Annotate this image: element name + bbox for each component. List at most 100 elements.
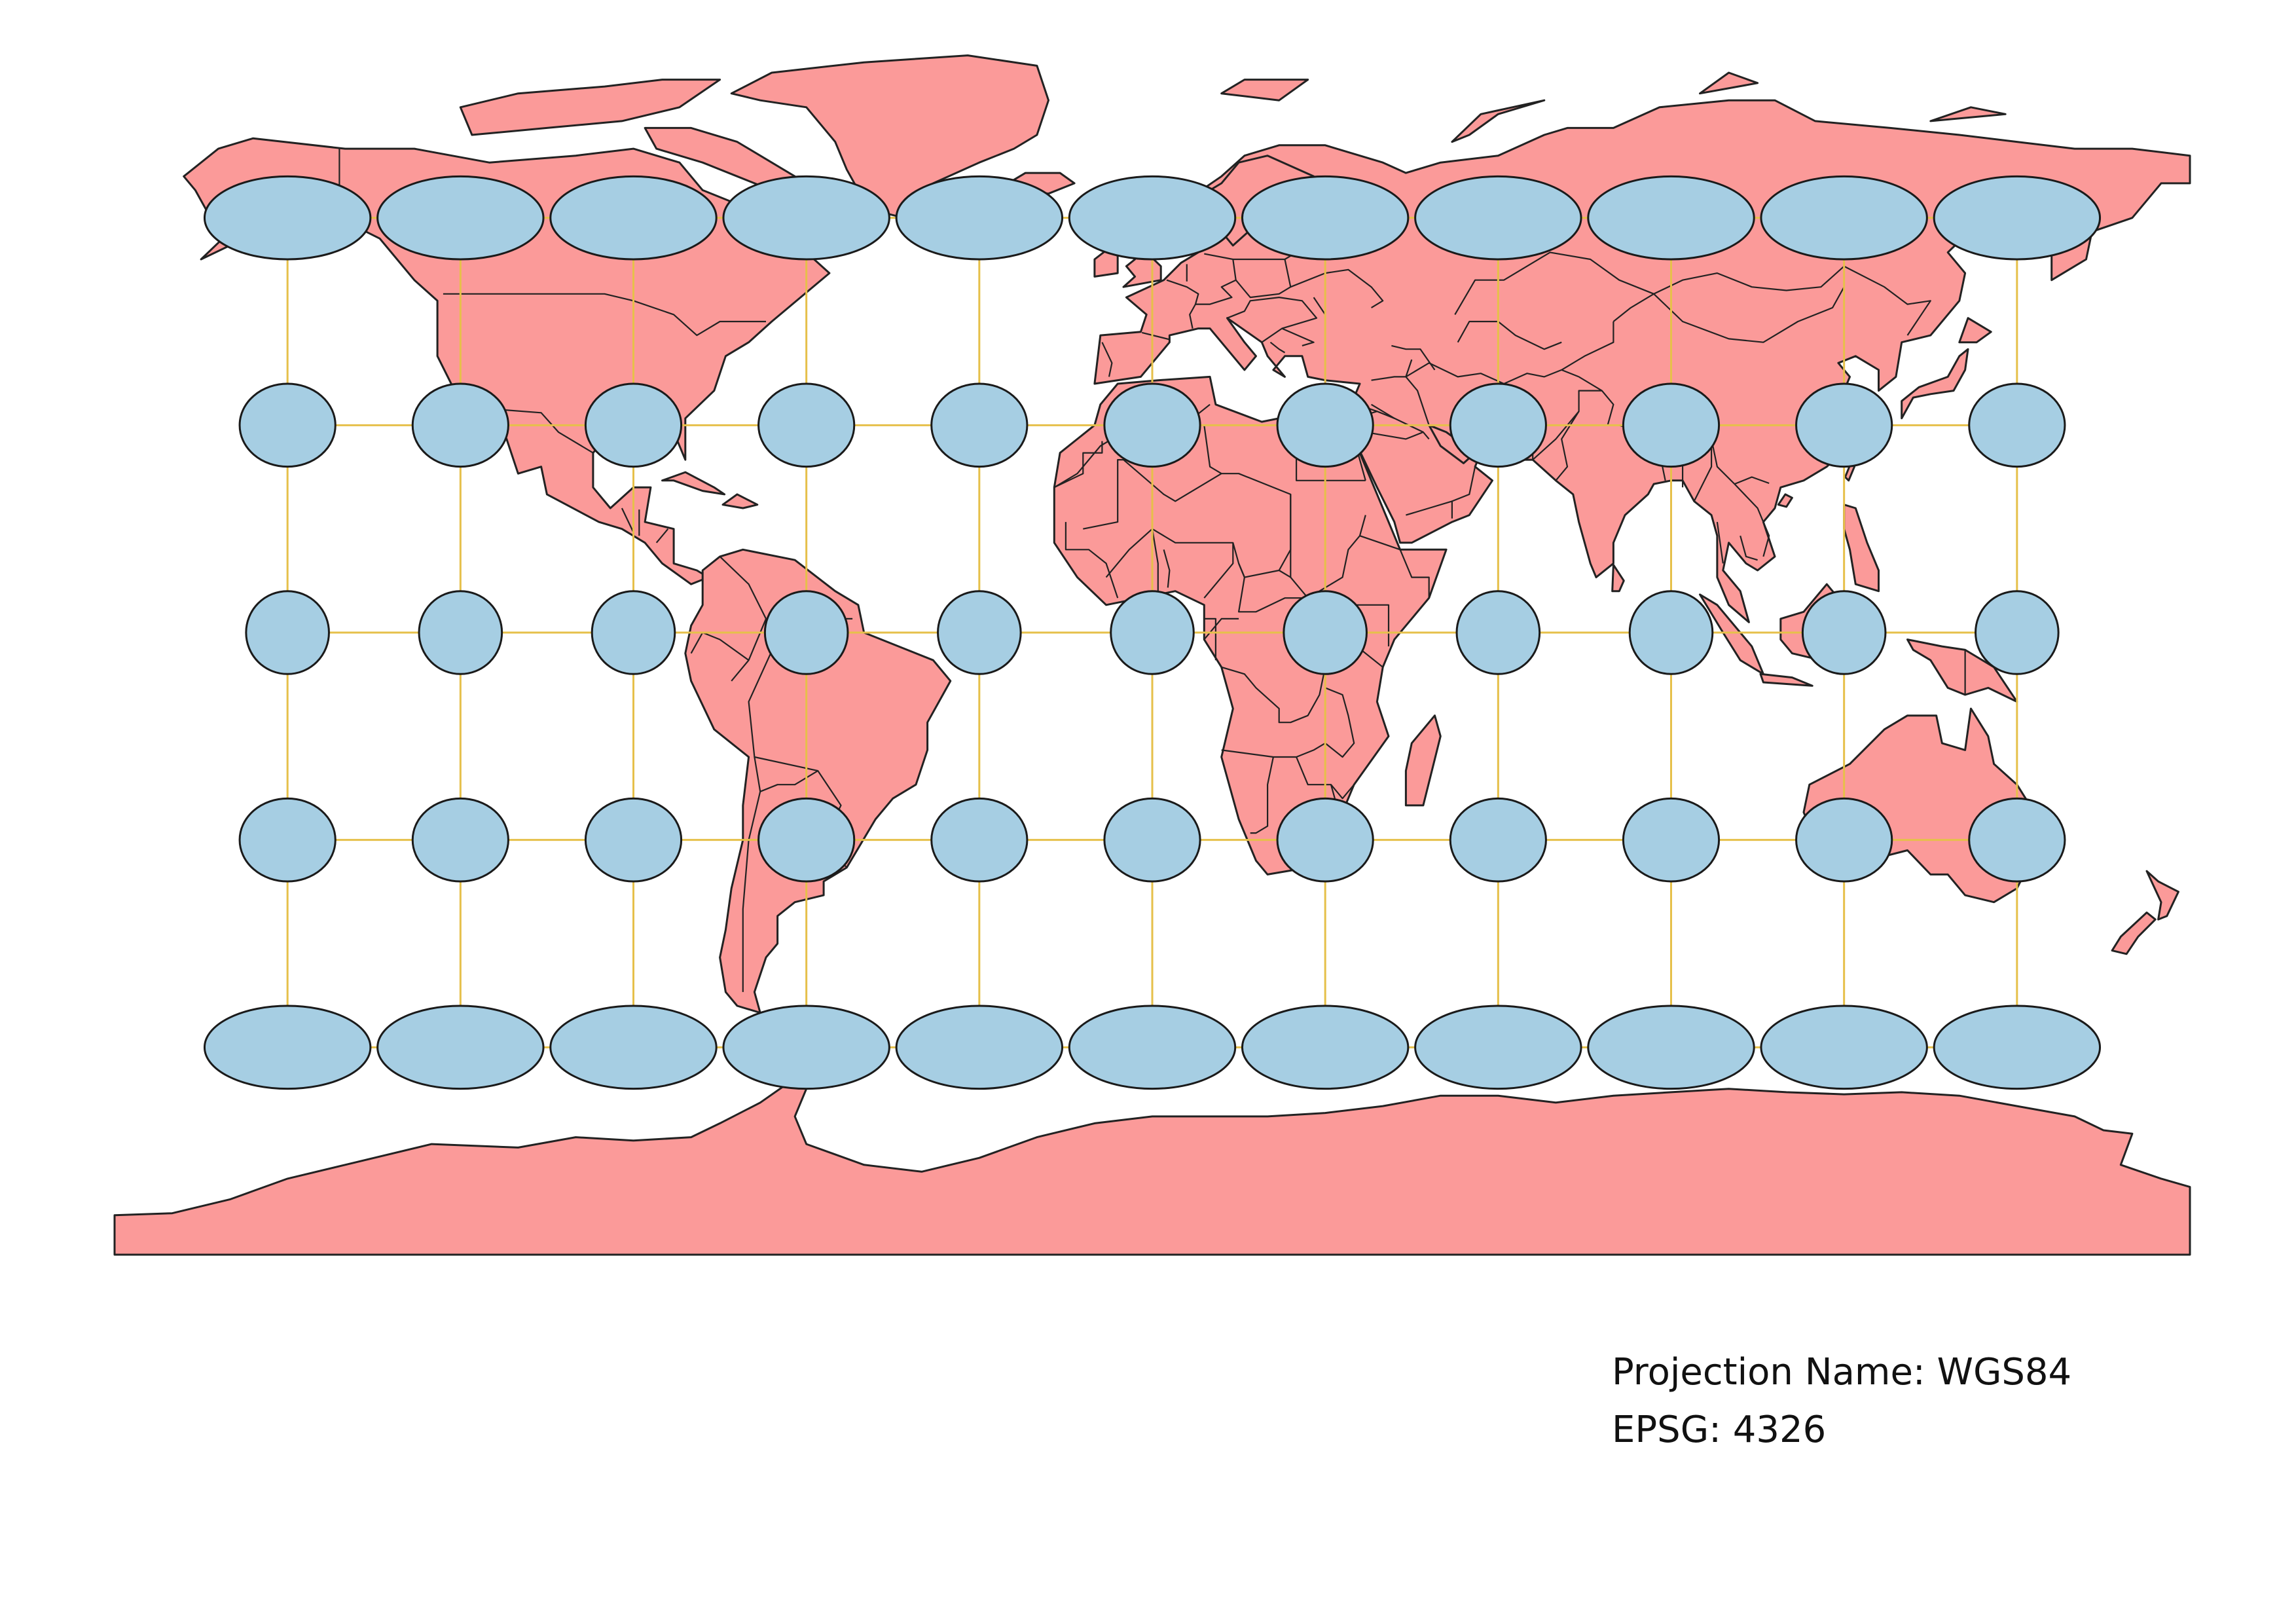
tissot-ellipse <box>376 1005 545 1090</box>
country-border <box>1740 535 1758 561</box>
tissot-ellipse <box>1103 797 1201 883</box>
country-border <box>1371 359 1413 381</box>
tissot-ellipse <box>1103 382 1201 468</box>
tissot-ellipse <box>895 1005 1064 1090</box>
country-border <box>1221 687 1355 758</box>
tissot-layer <box>203 175 2102 1090</box>
land-japan <box>1901 348 1969 420</box>
epsg-line: EPSG: 4326 <box>1612 1401 2071 1459</box>
tissot-ellipse <box>1968 382 2066 468</box>
country-border <box>1716 521 1724 564</box>
tissot-ellipse <box>1975 590 2060 675</box>
tissot-ellipse <box>1283 590 1368 675</box>
country-border <box>1269 341 1286 354</box>
country-border <box>1290 268 1384 308</box>
projection-name-label: Projection Name: <box>1612 1351 1925 1393</box>
land-arctic-islands <box>459 79 721 136</box>
land-new-guinea <box>1906 638 2018 703</box>
land-new-siberian <box>1929 106 2007 122</box>
tissot-ellipse <box>584 797 683 883</box>
country-border <box>1734 483 1770 557</box>
country-border <box>1203 542 1234 599</box>
tissot-ellipse <box>1110 590 1195 675</box>
epsg-value: 4326 <box>1732 1409 1827 1451</box>
country-border <box>443 293 766 337</box>
country-border <box>1101 342 1113 377</box>
country-border <box>1313 297 1326 316</box>
country-border <box>1203 425 1222 475</box>
country-border <box>1250 756 1274 834</box>
tissot-ellipse <box>1795 382 1893 468</box>
country-border <box>1151 528 1159 591</box>
tissot-ellipse <box>1455 590 1541 675</box>
tissot-ellipse <box>757 797 856 883</box>
tissot-ellipse <box>1622 382 1721 468</box>
tissot-ellipse <box>930 797 1029 883</box>
country-border <box>1391 344 1436 371</box>
land-hokkaido <box>1958 317 1992 344</box>
tissot-ellipse <box>1622 797 1721 883</box>
country-border <box>1365 431 1430 440</box>
epsg-label: EPSG: <box>1612 1409 1721 1451</box>
tissot-ellipse <box>937 590 1022 675</box>
tissot-ellipse <box>411 797 509 883</box>
country-border <box>1166 279 1199 329</box>
country-border <box>477 407 594 454</box>
tissot-ellipse <box>763 590 849 675</box>
country-border <box>1083 459 1292 578</box>
country-border <box>1454 251 1654 315</box>
country-border <box>719 556 767 682</box>
tissot-ellipse <box>1933 175 2102 261</box>
land-svalbard <box>1220 79 1309 101</box>
land-hispaniola <box>721 493 759 509</box>
country-border <box>1503 369 1580 385</box>
country-border <box>621 507 634 533</box>
country-border <box>1457 320 1562 350</box>
country-border <box>655 528 669 544</box>
tissot-ellipse <box>203 175 372 261</box>
tissot-ellipse <box>722 175 890 261</box>
land-south-america <box>684 548 952 1014</box>
land-hainan <box>1777 493 1793 508</box>
tissot-ellipse <box>245 590 330 675</box>
country-border <box>690 631 750 661</box>
tissot-ellipse <box>1760 175 1928 261</box>
country-border <box>1281 327 1315 346</box>
tissot-ellipse <box>203 1005 372 1090</box>
land-baffin-island <box>644 126 796 191</box>
country-border <box>1204 618 1216 661</box>
projection-legend: Projection Name: WGS84 EPSG: 4326 <box>1612 1344 2071 1459</box>
tissot-ellipse <box>895 175 1064 261</box>
land-madagascar <box>1404 714 1442 807</box>
tissot-ellipse <box>1449 797 1547 883</box>
tissot-ellipse <box>1587 1005 1755 1090</box>
land-java <box>1759 673 1813 687</box>
tissot-ellipse <box>1276 382 1374 468</box>
country-border <box>1406 500 1453 516</box>
tissot-ellipse <box>1276 797 1374 883</box>
projection-name-line: Projection Name: WGS84 <box>1612 1344 2071 1401</box>
country-border <box>1065 522 1119 599</box>
tissot-ellipse <box>1968 797 2066 883</box>
country-border <box>1405 376 1430 426</box>
country-border <box>1233 258 1292 299</box>
country-border <box>1221 639 1326 724</box>
land-antarctica <box>113 1069 2191 1256</box>
tissot-ellipse <box>1068 175 1237 261</box>
tissot-ellipse <box>376 175 545 261</box>
country-border <box>1053 441 1103 489</box>
land-philippines <box>1843 504 1880 593</box>
tissot-ellipse <box>757 382 856 468</box>
tissot-ellipse <box>1795 797 1893 883</box>
tissot-ellipse <box>549 175 718 261</box>
tissot-ellipse <box>584 382 683 468</box>
tissot-ellipse <box>411 382 509 468</box>
tissot-ellipse <box>1628 590 1714 675</box>
land-novaya-zemlya <box>1451 99 1546 143</box>
land-new-zealand-s <box>2111 912 2157 955</box>
country-border <box>1227 297 1318 343</box>
country-border <box>1330 784 1355 800</box>
projection-name-value: WGS84 <box>1937 1351 2072 1393</box>
land-greenland <box>730 54 1049 219</box>
